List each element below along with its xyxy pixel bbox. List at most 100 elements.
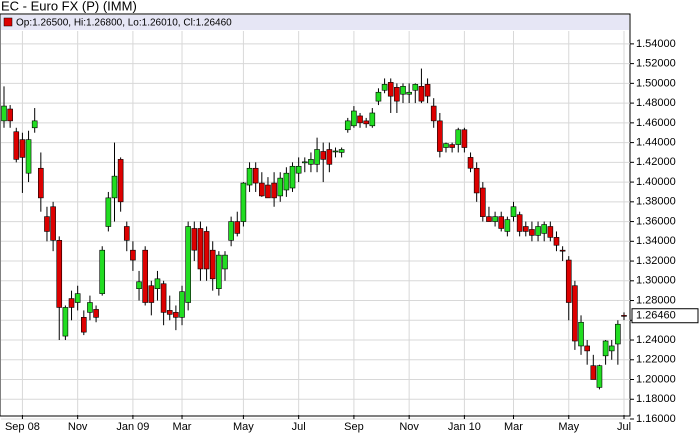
legend-swatch	[3, 17, 13, 27]
x-tick-label: Mar	[173, 421, 192, 433]
candle-body	[473, 167, 480, 194]
candle-body	[565, 259, 572, 303]
candle-body	[320, 151, 327, 160]
candle-body	[572, 285, 578, 342]
candle-body	[608, 345, 615, 352]
y-tick-label: 1.28000	[636, 294, 676, 306]
candle-body	[369, 112, 376, 127]
candle-body	[31, 120, 38, 129]
candle-body	[179, 291, 185, 318]
x-tick-label: Jan 10	[448, 421, 481, 433]
y-tick-label: 1.36000	[636, 215, 676, 227]
x-tick-label: Mar	[504, 421, 523, 433]
candle-body	[418, 86, 425, 102]
x-tick-label: Jan 09	[116, 421, 149, 433]
candle-body	[344, 120, 351, 131]
axes: 1.160001.180001.200001.220001.240001.260…	[5, 38, 699, 433]
candle-body	[578, 321, 584, 347]
candle-body	[295, 165, 302, 174]
candle-body	[498, 216, 505, 229]
x-tick-label: Sep	[344, 421, 364, 433]
candle-body	[406, 91, 412, 95]
legend-strip	[1, 15, 629, 30]
y-tick-label: 1.46000	[636, 117, 676, 129]
candle-body	[461, 129, 468, 148]
y-tick-label: 1.22000	[636, 354, 676, 366]
y-tick-label: 1.52000	[636, 58, 676, 70]
y-tick-label: 1.24000	[636, 334, 676, 346]
candle-body	[265, 184, 271, 199]
candle-body	[105, 197, 112, 227]
candle-body	[522, 226, 529, 232]
candle-body	[277, 177, 284, 197]
candle-body	[185, 226, 191, 303]
y-tick-label: 1.30000	[636, 275, 676, 287]
candle-body	[271, 182, 277, 199]
candle-body	[621, 315, 627, 317]
candle-body	[449, 144, 455, 148]
candle-body	[381, 84, 388, 91]
candle-body	[400, 86, 406, 95]
candle-body	[68, 298, 75, 308]
candle-body	[394, 87, 400, 102]
candle-body	[19, 139, 26, 158]
candle-body	[1, 105, 7, 122]
candle-body	[535, 226, 541, 236]
candle-body	[357, 115, 363, 124]
candle-body	[467, 157, 474, 169]
candle-body	[87, 302, 93, 313]
candle-body	[154, 278, 161, 289]
grid	[1, 31, 630, 420]
candle-body	[504, 219, 511, 232]
candle-body	[222, 254, 228, 270]
candle-body	[596, 365, 603, 388]
candle-body	[99, 249, 106, 294]
candle-body	[559, 249, 566, 252]
candle-body	[74, 293, 81, 303]
candle-body	[314, 149, 320, 165]
candle-body	[326, 149, 333, 165]
candle-body	[197, 228, 204, 270]
candle-body	[424, 84, 431, 97]
candle-body	[50, 206, 56, 241]
candle-body	[166, 310, 173, 315]
candle-body	[240, 182, 247, 222]
candle-body	[584, 345, 590, 352]
candle-body	[246, 167, 253, 186]
x-tick-label: Sep 08	[5, 421, 40, 433]
candle-body	[301, 161, 308, 164]
y-tick-label: 1.44000	[636, 136, 676, 148]
candle-body	[203, 231, 210, 270]
chart-title: EC - Euro FX (P) (IMM)	[1, 0, 137, 13]
candle-body	[62, 307, 69, 337]
x-tick-label: Nov	[399, 421, 419, 433]
candle-body	[111, 175, 118, 199]
x-tick-label: Jul	[617, 421, 631, 433]
candle-body	[510, 206, 517, 217]
y-tick-label: 1.40000	[636, 176, 676, 188]
candle-body	[437, 120, 443, 152]
last-price-box	[631, 308, 699, 324]
x-tick-label: Nov	[68, 421, 88, 433]
candle-body	[191, 228, 198, 251]
x-tick-label: Jul	[292, 421, 306, 433]
candle-body	[44, 216, 50, 232]
candle-body	[252, 167, 259, 184]
y-tick-label: 1.20000	[636, 373, 676, 385]
candle-body	[516, 214, 523, 232]
candle-body	[486, 216, 492, 222]
legend-text: Op:1.26500, Hi:1.26800, Lo:1.26010, Cl:1…	[16, 18, 232, 29]
candle-body	[148, 285, 155, 303]
candle-body	[13, 131, 20, 160]
candle-body	[332, 150, 339, 153]
candle-body	[228, 221, 234, 241]
last-price-label: 1.26460	[636, 310, 676, 322]
candle-body	[130, 249, 136, 261]
candle-body	[338, 149, 345, 153]
candle-body	[7, 108, 13, 122]
candle-body	[553, 237, 560, 246]
candle-body	[480, 187, 486, 217]
y-tick-label: 1.32000	[636, 255, 676, 267]
candle-body	[387, 82, 394, 97]
candle-body	[259, 182, 265, 197]
